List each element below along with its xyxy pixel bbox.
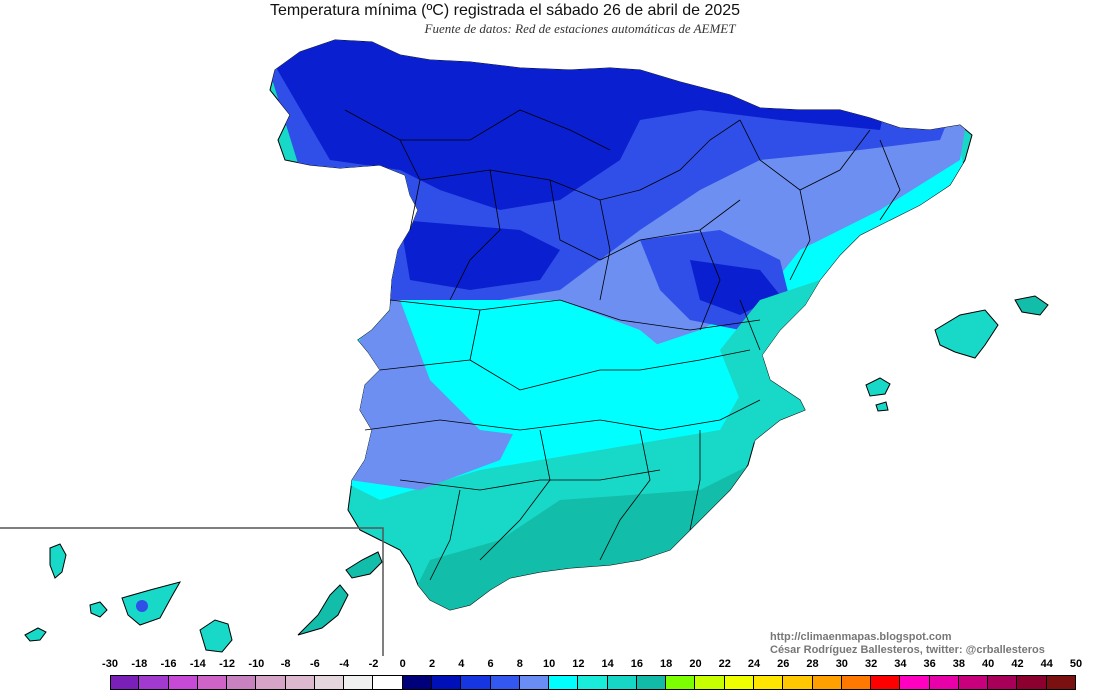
legend-swatch: [988, 675, 1018, 690]
legend-tick-label: 14: [601, 658, 614, 670]
zone-cold-deep-2: [400, 220, 560, 290]
legend-swatch: [1017, 675, 1047, 690]
legend-tick-label: 16: [630, 658, 644, 670]
legend-tick-label: 12: [572, 658, 585, 670]
color-legend: -30 -18 -16 -14 -12 -10 -8 -6 -4 -2 0 2 4 6 8 10 12 14 16 1…: [0, 658, 1098, 696]
credits-blog: http://climaenmapas.blogspot.com: [770, 631, 952, 643]
legend-tick-label: 30: [835, 658, 848, 670]
data-source-subtitle: Fuente de datos: Red de estaciones autom…: [424, 21, 736, 36]
legend-tick-label: 8: [516, 658, 523, 670]
legend-swatch: [724, 675, 754, 690]
credits: http://climaenmapas.blogspot.com César R…: [770, 631, 1045, 657]
legend-swatch: [578, 675, 608, 690]
legend-swatch: [490, 675, 520, 690]
legend-swatch: [841, 675, 872, 690]
legend-tick-label: -30: [102, 658, 118, 670]
legend-swatch: [139, 675, 169, 690]
fuerteventura: [297, 584, 349, 636]
legend-tick-label: 22: [718, 658, 731, 670]
canary-inset-frame: [0, 527, 384, 656]
legend-tick-label: 10: [542, 658, 556, 670]
legend-tick-label: -14: [189, 658, 206, 670]
legend-frame: [110, 675, 1076, 690]
legend-swatch: [783, 675, 813, 690]
legend-swatch: [285, 675, 315, 690]
legend-tick-label: 4: [458, 658, 465, 670]
legend-swatch: [900, 675, 930, 690]
menorca: [1014, 295, 1049, 316]
mallorca: [934, 309, 999, 359]
legend-swatch: [695, 675, 725, 690]
legend-tick-label: 28: [806, 658, 819, 670]
legend-tick-label: -12: [219, 658, 236, 670]
balearic-islands: [865, 295, 1049, 412]
canary-islands: [24, 543, 383, 653]
legend-swatch: [519, 675, 550, 690]
gran-canaria: [199, 619, 233, 653]
legend-swatch: [812, 675, 842, 690]
legend-tick-label: -18: [131, 658, 148, 670]
legend-tick-label: 0: [399, 658, 406, 670]
map-title: Temperatura mínima (ºC) registrada el sá…: [269, 2, 741, 19]
legend-swatch: [636, 675, 667, 690]
legend-swatch: [929, 675, 959, 690]
ibiza: [865, 377, 891, 397]
peninsula: [269, 39, 973, 611]
credits-author: César Rodríguez Ballesteros, twitter: @c…: [770, 644, 1045, 656]
temperature-map: [0, 39, 1049, 656]
legend-tick-label: -6: [310, 658, 320, 670]
legend-swatch: [549, 675, 579, 690]
legend-swatch: [402, 675, 432, 690]
legend-swatch: [373, 675, 403, 690]
province-borders: [344, 109, 901, 581]
zone-cold-deep-3: [690, 260, 780, 315]
lanzarote: [345, 551, 383, 579]
legend-tick-label: 26: [777, 658, 790, 670]
legend-swatch: [344, 675, 374, 690]
el-hierro: [24, 627, 47, 642]
legend-swatch: [666, 675, 696, 690]
la-palma: [49, 543, 67, 579]
legend-swatch: [314, 675, 345, 690]
legend-tick-label: 24: [747, 658, 761, 670]
legend-tick-label: 6: [487, 658, 494, 670]
legend-tick-label: 34: [894, 658, 907, 670]
legend-swatch: [110, 675, 140, 690]
legend-tick-label: -4: [339, 658, 350, 670]
legend-tick-label: 50: [1069, 658, 1083, 670]
legend-tick-label: 2: [428, 658, 436, 670]
legend-tick-label: 44: [1040, 658, 1053, 670]
legend-tick-label: -16: [160, 658, 177, 670]
la-gomera: [89, 601, 108, 618]
legend-swatch: [871, 675, 901, 690]
legend-tick-label: -10: [248, 658, 265, 670]
legend-swatch: [168, 675, 198, 690]
legend-tick-label: 36: [923, 658, 936, 670]
legend-tick-label: 38: [952, 658, 966, 670]
tenerife: [121, 581, 182, 626]
legend-tick-label: 32: [864, 658, 878, 670]
legend-swatch: [432, 675, 462, 690]
legend-tick-label: 40: [982, 658, 995, 670]
legend-swatch: [256, 675, 286, 690]
legend-swatch: [197, 675, 228, 690]
legend-swatch: [958, 675, 989, 690]
legend-tick-label: -2: [368, 658, 379, 670]
legend-swatch: [227, 675, 257, 690]
legend-swatch: [607, 675, 637, 690]
legend-tick-label: 20: [689, 658, 702, 670]
formentera: [875, 401, 889, 412]
teide-cold-spot: [136, 600, 148, 612]
legend-tick-label: 18: [660, 658, 673, 670]
legend-tick-label: -8: [280, 658, 291, 670]
legend-swatch: [754, 675, 784, 690]
legend-swatch: [461, 675, 491, 690]
legend-tick-label: 42: [1011, 658, 1024, 670]
